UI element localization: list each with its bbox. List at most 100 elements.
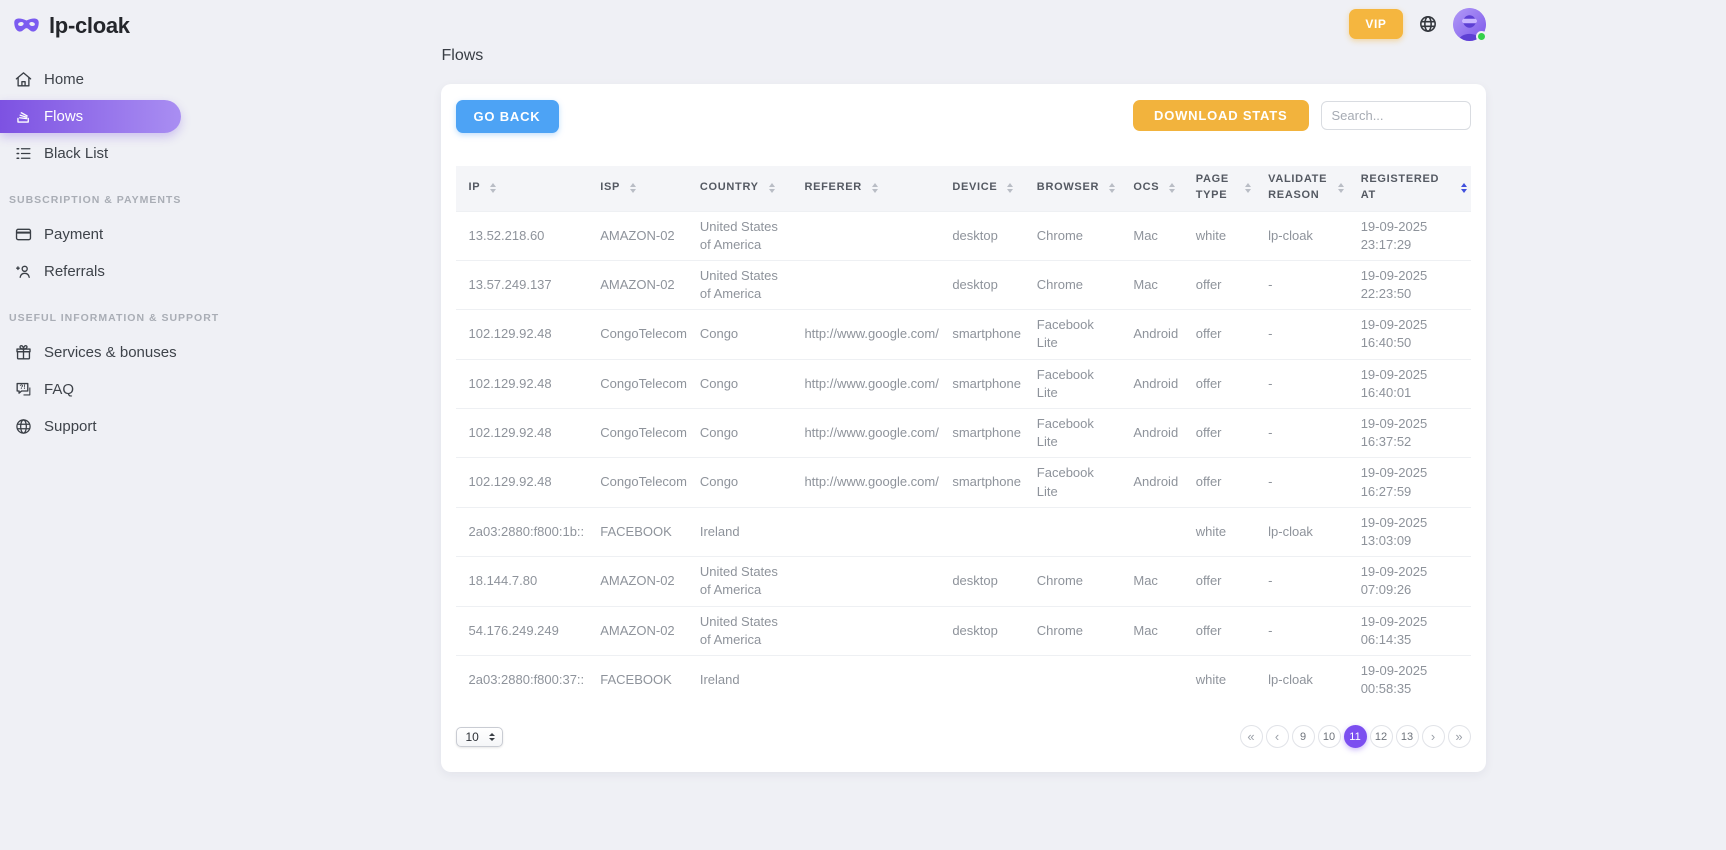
cell-country: United States of America [686, 210, 792, 261]
cell-ocs: Mac [1120, 259, 1183, 310]
page-button-11-active[interactable]: 11 [1343, 725, 1367, 749]
brand: lp-cloak [0, 13, 200, 39]
cell-validate-reason: - [1255, 457, 1348, 508]
cell-ip: 102.129.92.48 [455, 407, 588, 458]
cell-ip: 54.176.249.249 [455, 605, 588, 656]
search-input[interactable] [1320, 101, 1471, 130]
cell-registered-at: 19-09-2025 16:37:52 [1347, 407, 1471, 458]
cell-ocs: Android [1120, 358, 1183, 409]
pagination-row: 10 « ‹ 9 10 11 12 13 › » [455, 725, 1471, 749]
gift-icon [14, 343, 33, 362]
cell-device: smartphone [939, 358, 1024, 409]
cell-page-type: white [1182, 506, 1256, 557]
cell-ip: 102.129.92.48 [455, 457, 588, 508]
sidebar-item-label: Payment [44, 226, 104, 243]
table-row: 13.52.218.60 AMAZON-02 United States of Am… [455, 210, 1471, 261]
next-page-button[interactable]: › [1421, 725, 1445, 749]
cell-browser: Chrome [1023, 210, 1121, 261]
table-row: 18.144.7.80 AMAZON-02 United States of Ame… [455, 556, 1471, 606]
svg-text:?!: ?! [20, 384, 26, 391]
cell-ocs: Android [1120, 457, 1183, 508]
cell-ip: 102.129.92.48 [455, 309, 588, 360]
cell-page-type: offer [1182, 309, 1256, 360]
cell-validate-reason: lp-cloak [1255, 506, 1348, 557]
sidebar-item-label: Home [44, 71, 85, 88]
cell-device: desktop [939, 210, 1024, 261]
vip-button[interactable]: VIP [1349, 9, 1403, 39]
column-header-ocs[interactable]: OCS [1120, 166, 1183, 211]
avatar[interactable] [1452, 7, 1487, 42]
sort-icon [871, 183, 878, 194]
column-header-validate-reason[interactable]: VALIDATE REASON [1255, 166, 1348, 211]
column-header-referer[interactable]: REFERER [791, 166, 940, 211]
cell-device: desktop [939, 605, 1024, 656]
sort-icon [768, 183, 775, 194]
cell-ocs [1120, 506, 1183, 557]
cell-page-type: white [1182, 654, 1256, 705]
sidebar-item-home[interactable]: Home [0, 63, 200, 96]
cell-ip: 13.57.249.137 [455, 259, 588, 310]
flows-table: IP ISP COUNTRY REFERER DEVICE BROWSER OC… [455, 166, 1471, 705]
page-size-select[interactable]: 10 [455, 726, 503, 747]
cell-validate-reason: lp-cloak [1255, 654, 1348, 705]
sidebar-item-label: Support [44, 418, 97, 435]
cell-browser [1023, 654, 1121, 705]
sidebar-item-black-list[interactable]: Black List [0, 137, 200, 170]
cell-browser: Chrome [1023, 556, 1121, 606]
table-row: 2a03:2880:f800:1b:: FACEBOOK Ireland white l… [455, 506, 1471, 557]
cell-validate-reason: - [1255, 556, 1348, 606]
go-back-button[interactable]: GO BACK [455, 100, 559, 133]
cell-page-type: offer [1182, 407, 1256, 458]
sidebar-item-payment[interactable]: Payment [0, 218, 200, 251]
page-button-13[interactable]: 13 [1395, 725, 1419, 749]
cell-device [939, 654, 1024, 705]
mask-icon [13, 16, 40, 37]
cell-referer [791, 654, 940, 705]
column-header-ip[interactable]: IP [455, 166, 588, 211]
sidebar-item-support[interactable]: Support [0, 410, 200, 443]
cell-browser: Facebook Lite [1023, 457, 1121, 508]
sidebar-item-services-bonuses[interactable]: Services & bonuses [0, 336, 200, 369]
cell-page-type: offer [1182, 358, 1256, 409]
cell-ocs: Mac [1120, 605, 1183, 656]
page-button-10[interactable]: 10 [1317, 725, 1341, 749]
sidebar-item-referrals[interactable]: Referrals [0, 255, 200, 288]
cell-referer: http://www.google.com/ [791, 457, 940, 508]
first-page-button[interactable]: « [1239, 725, 1263, 749]
sidebar-item-faq[interactable]: ?! FAQ [0, 373, 200, 406]
cell-isp: CongoTelecom [587, 358, 687, 409]
cell-isp: FACEBOOK [587, 506, 687, 557]
column-header-device[interactable]: DEVICE [939, 166, 1024, 211]
cell-ip: 2a03:2880:f800:37:: [455, 654, 588, 705]
cell-country: United States of America [686, 259, 792, 310]
globe-icon[interactable] [1418, 14, 1438, 34]
cell-ocs [1120, 654, 1183, 705]
page-button-12[interactable]: 12 [1369, 725, 1393, 749]
table-row: 102.129.92.48 CongoTelecom Congo http://www… [455, 457, 1471, 508]
cell-ocs: Android [1120, 309, 1183, 360]
sort-icon [1337, 183, 1344, 194]
cell-device: smartphone [939, 457, 1024, 508]
cell-referer [791, 605, 940, 656]
cell-isp: AMAZON-02 [587, 556, 687, 606]
cell-country: Ireland [686, 506, 792, 557]
last-page-button[interactable]: » [1447, 725, 1471, 749]
cell-isp: AMAZON-02 [587, 210, 687, 261]
download-stats-button[interactable]: DOWNLOAD STATS [1133, 100, 1309, 131]
column-header-isp[interactable]: ISP [587, 166, 687, 211]
cell-registered-at: 19-09-2025 00:58:35 [1347, 654, 1471, 705]
cell-isp: CongoTelecom [587, 309, 687, 360]
cell-device: smartphone [939, 309, 1024, 360]
prev-page-button[interactable]: ‹ [1265, 725, 1289, 749]
cell-country: United States of America [686, 556, 792, 606]
column-header-registered-at[interactable]: REGISTERED AT [1347, 166, 1471, 211]
sidebar-item-flows[interactable]: Flows [0, 100, 181, 133]
toolbar-row: GO BACK DOWNLOAD STATS [455, 100, 1471, 133]
cell-page-type: offer [1182, 556, 1256, 606]
cell-browser: Facebook Lite [1023, 358, 1121, 409]
cell-country: United States of America [686, 605, 792, 656]
column-header-page-type[interactable]: PAGE TYPE [1182, 166, 1256, 211]
column-header-country[interactable]: COUNTRY [686, 166, 792, 211]
column-header-browser[interactable]: BROWSER [1023, 166, 1121, 211]
page-button-9[interactable]: 9 [1291, 725, 1315, 749]
